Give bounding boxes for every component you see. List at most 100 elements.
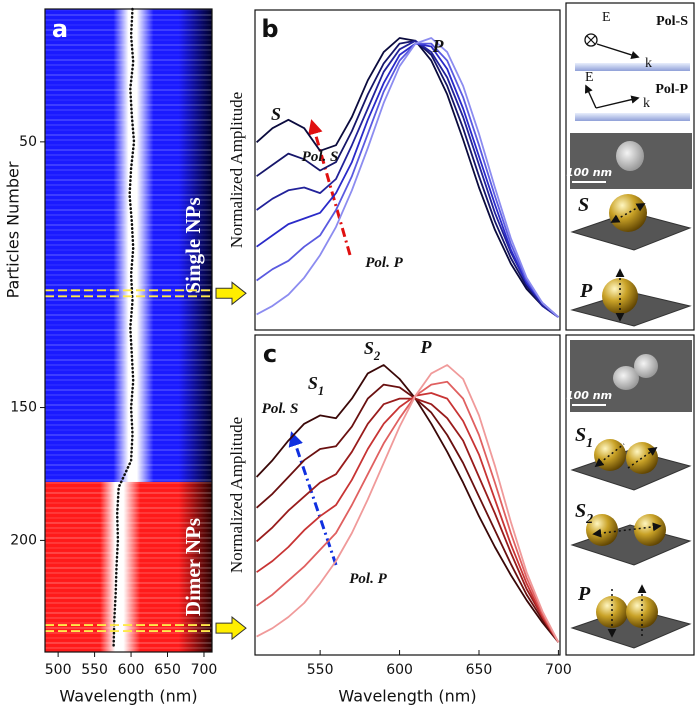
heatmap-texture bbox=[45, 124, 212, 126]
x-tick-label: 700 bbox=[191, 662, 218, 678]
heatmap-texture bbox=[45, 179, 212, 181]
spectrum-line bbox=[256, 364, 560, 643]
mode-label-main: S bbox=[575, 424, 586, 446]
spectrum-line bbox=[255, 364, 560, 643]
heatmap-texture bbox=[45, 409, 212, 411]
heatmap-texture bbox=[45, 501, 212, 504]
annotation-main: P bbox=[420, 337, 433, 357]
heatmap-texture bbox=[45, 214, 212, 216]
spectrum-line bbox=[256, 380, 560, 643]
heatmap-texture bbox=[45, 169, 212, 171]
annotation: S1 bbox=[308, 373, 324, 398]
annotation-main: S bbox=[364, 338, 374, 358]
heatmap-texture bbox=[45, 54, 212, 56]
heatmap-texture bbox=[45, 319, 212, 321]
x-tick-label: 550 bbox=[307, 662, 334, 678]
annotation-main: S bbox=[271, 104, 281, 124]
heatmap-texture bbox=[45, 536, 212, 539]
heatmap-texture bbox=[45, 224, 212, 226]
spectrum-line bbox=[256, 397, 560, 643]
heatmap-texture bbox=[45, 531, 212, 534]
plot-frame bbox=[44, 8, 213, 653]
heatmap-texture bbox=[45, 189, 212, 191]
peak-line bbox=[112, 7, 136, 648]
heatmap-texture bbox=[45, 561, 212, 564]
heatmap-texture bbox=[45, 439, 212, 441]
heatmap-texture bbox=[45, 631, 212, 634]
heatmap-texture bbox=[45, 149, 212, 151]
heatmap-texture bbox=[45, 64, 212, 66]
heatmap-texture bbox=[45, 194, 212, 196]
heatmap-texture bbox=[45, 459, 212, 461]
heatmap-texture bbox=[45, 511, 212, 514]
heatmap-texture bbox=[45, 134, 212, 136]
region-label: Single NPs bbox=[181, 197, 205, 293]
mode-label: P bbox=[577, 583, 591, 605]
heatmap-texture bbox=[45, 369, 212, 371]
y-tick-label: 150 bbox=[10, 400, 37, 416]
y-axis-label: Normalized Amplitude bbox=[227, 417, 246, 573]
heatmap-texture bbox=[45, 334, 212, 336]
heatmap-texture bbox=[45, 269, 212, 271]
heatmap-texture bbox=[45, 254, 212, 256]
heatmap-texture bbox=[45, 109, 212, 111]
mode-label-main: P bbox=[577, 583, 591, 605]
heatmap-texture bbox=[45, 279, 212, 281]
heatmap-texture bbox=[45, 294, 212, 296]
annotation-main: Pol. P bbox=[365, 255, 403, 271]
heatmap-texture bbox=[45, 209, 212, 211]
y-axis-label: Normalized Amplitude bbox=[227, 92, 246, 248]
y-axis-label: Particles Number bbox=[4, 161, 23, 298]
x-axis-label: Wavelength (nm) bbox=[59, 687, 197, 706]
heatmap-texture bbox=[45, 84, 212, 86]
annotation-main: Pol. S bbox=[302, 149, 339, 165]
heatmap-texture bbox=[45, 576, 212, 579]
plot-frame bbox=[254, 334, 561, 656]
heatmap-texture bbox=[45, 324, 212, 326]
heatmap-texture bbox=[45, 546, 212, 549]
heatmap-texture bbox=[45, 586, 212, 589]
heatmap-texture bbox=[45, 596, 212, 599]
heatmap-texture bbox=[45, 244, 212, 246]
side-panel-art bbox=[288, 2, 695, 656]
heatmap-texture bbox=[45, 626, 212, 629]
annotation-main: Pol. S bbox=[262, 401, 299, 417]
mode-label-main: S bbox=[575, 500, 586, 522]
heatmap-texture bbox=[45, 521, 212, 524]
heatmap-texture bbox=[45, 249, 212, 251]
panel-letter: c bbox=[263, 340, 277, 368]
annotation-sub: 2 bbox=[373, 349, 381, 363]
heatmap-texture bbox=[45, 454, 212, 456]
spectrum-line bbox=[256, 39, 559, 318]
heatmap-texture bbox=[45, 24, 212, 26]
mode-label: S2 bbox=[575, 500, 593, 527]
heatmap-texture bbox=[45, 464, 212, 466]
y-tick-label: 200 bbox=[10, 532, 37, 548]
scale-bar-label: 100 nm bbox=[566, 389, 612, 402]
heatmap-texture bbox=[45, 184, 212, 186]
annotation: S2 bbox=[364, 338, 381, 363]
heatmap-texture bbox=[45, 491, 212, 494]
mode-label-sub: 1 bbox=[586, 436, 593, 451]
heatmap-texture bbox=[45, 259, 212, 261]
heatmap-texture bbox=[45, 264, 212, 266]
annotation: S bbox=[271, 104, 281, 124]
heatmap-texture bbox=[45, 199, 212, 201]
heatmap-texture bbox=[45, 566, 212, 569]
heatmap-texture bbox=[45, 284, 212, 286]
heatmap-texture bbox=[45, 229, 212, 231]
annotation-main: Pol. P bbox=[349, 571, 387, 587]
x-tick-label: 650 bbox=[154, 662, 181, 678]
x-tick-label: 600 bbox=[118, 662, 145, 678]
heatmap-texture bbox=[45, 129, 212, 131]
heatmap-texture bbox=[45, 394, 212, 396]
heatmap-texture bbox=[45, 344, 212, 346]
heatmap-texture bbox=[45, 616, 212, 619]
heatmap-texture bbox=[45, 486, 212, 489]
spectrum-line bbox=[256, 42, 559, 318]
heatmap-texture bbox=[45, 479, 212, 481]
annotation: P bbox=[420, 337, 433, 357]
annotation: P bbox=[432, 36, 445, 56]
heatmap-texture bbox=[45, 139, 212, 141]
